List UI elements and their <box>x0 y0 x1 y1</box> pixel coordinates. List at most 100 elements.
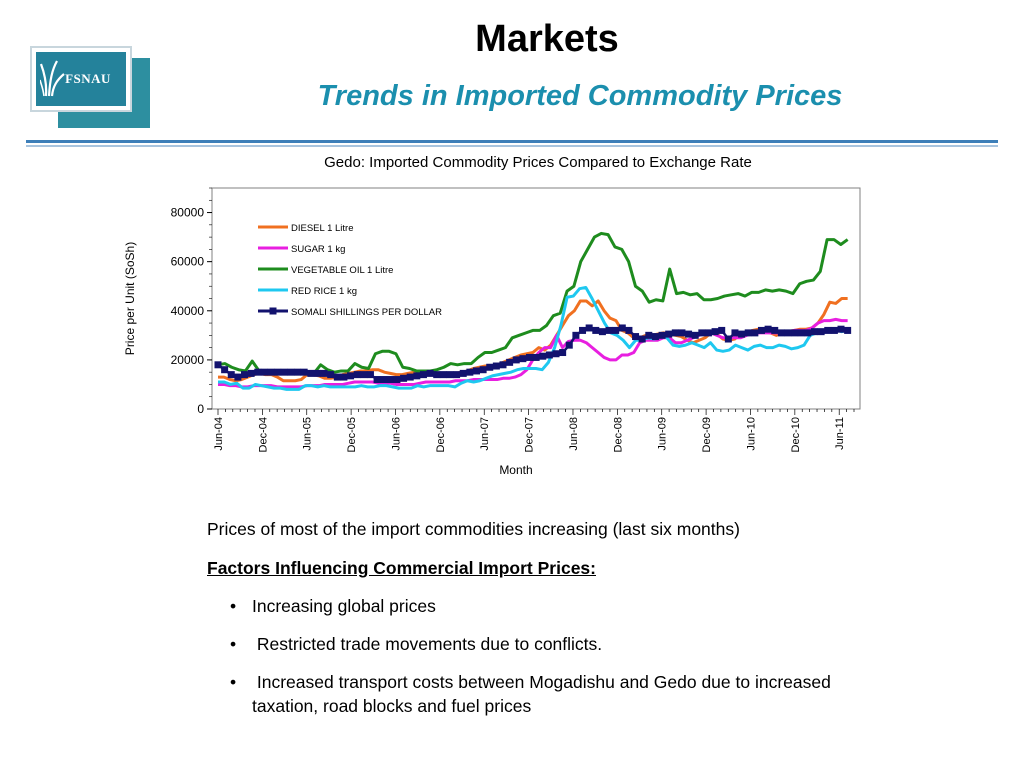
chart-title: Gedo: Imported Commodity Prices Compared… <box>324 154 752 171</box>
series-point <box>824 326 832 334</box>
series-point <box>472 367 480 375</box>
series-point <box>492 362 500 370</box>
series-point <box>320 369 328 377</box>
x-tick-label: Dec-07 <box>524 417 536 452</box>
grass-icon <box>40 60 65 97</box>
series-point <box>366 371 374 379</box>
series-point <box>479 366 487 374</box>
series-point <box>724 335 732 343</box>
x-tick-label: Dec-06 <box>435 417 447 452</box>
series-point <box>241 371 249 379</box>
x-tick-label: Jun-05 <box>302 417 314 451</box>
legend-label-2: VEGETABLE OIL 1 Litre <box>291 265 393 276</box>
series-point <box>439 371 447 379</box>
series-point <box>419 371 427 379</box>
series-point <box>287 368 295 376</box>
series-point <box>247 369 255 377</box>
series-point <box>585 324 593 332</box>
legend-label-4: SOMALI SHILLINGS PER DOLLAR <box>291 307 442 318</box>
series-point <box>731 329 739 337</box>
x-axis-title: Month <box>499 463 532 477</box>
x-tick-label: Jun-04 <box>213 417 225 451</box>
bullet-transport-costs: Increased transport costs between Mogadi… <box>252 672 836 716</box>
series-point <box>426 369 434 377</box>
series-point <box>685 330 693 338</box>
series-point <box>413 372 421 380</box>
price-trend-chart: 0 20000 40000 60000 80000 Jun-04 Dec-04 Jun-05 D… <box>123 187 861 477</box>
x-tick-label: Dec-05 <box>346 417 358 452</box>
series-point <box>552 350 560 358</box>
chart-legend: DIESEL 1 Litre SUGAR 1 kg VEGETABLE OIL 1 … <box>258 223 442 318</box>
factors-heading: Factors Influencing Commercial Import Pr… <box>207 558 596 578</box>
series-point <box>751 329 759 337</box>
series-point <box>307 369 315 377</box>
series-point <box>559 349 567 357</box>
series-point <box>691 331 699 339</box>
series-point <box>651 333 659 341</box>
series-point <box>618 324 626 332</box>
series-point <box>837 325 845 333</box>
x-tick-label: Jun-09 <box>657 417 669 451</box>
logo-text: FSNAU <box>65 71 111 86</box>
series-point <box>453 371 461 379</box>
series-point <box>526 353 534 361</box>
series-point <box>572 331 580 339</box>
series-point <box>817 328 825 336</box>
legend-label-3: RED RICE 1 kg <box>291 286 357 297</box>
series-point <box>777 329 785 337</box>
series-point <box>598 328 606 336</box>
series-point <box>545 351 553 359</box>
series-point <box>771 326 779 334</box>
header-divider <box>26 140 998 143</box>
series-point <box>658 331 666 339</box>
series-point <box>433 371 441 379</box>
logo-frame: FSNAU <box>30 46 132 112</box>
series-point <box>539 352 547 360</box>
series-point <box>360 371 368 379</box>
x-tick-label: Dec-09 <box>701 417 713 452</box>
series-point <box>254 368 262 376</box>
x-tick-label: Jun-07 <box>479 417 491 451</box>
x-tick-label: Dec-10 <box>790 417 802 452</box>
bullet-marker: • <box>230 672 237 692</box>
x-tick-label: Dec-08 <box>612 417 624 452</box>
y-axis-title: Price per Unit (SoSh) <box>123 242 137 355</box>
x-tick-label: Dec-04 <box>257 417 269 452</box>
series-point <box>333 373 341 381</box>
series-point <box>612 326 620 334</box>
x-tick-label: Jun-06 <box>390 417 402 451</box>
series-point <box>459 369 467 377</box>
legend-label-0: DIESEL 1 Litre <box>291 223 353 234</box>
series-point <box>267 368 275 376</box>
series-point <box>565 341 573 349</box>
series-point <box>221 366 229 374</box>
series-point <box>499 361 507 369</box>
series-point <box>645 331 653 339</box>
series-point <box>718 326 726 334</box>
series-point <box>797 329 805 337</box>
series-point <box>791 329 799 337</box>
series-point <box>386 376 394 384</box>
series-point <box>214 361 222 369</box>
legend-marker <box>269 307 277 315</box>
series-point <box>579 326 587 334</box>
page-title: Markets <box>475 18 619 60</box>
bullet-marker: • <box>230 596 237 616</box>
series-point <box>519 355 527 363</box>
series-point <box>486 363 494 371</box>
series-point <box>844 326 852 334</box>
series-point <box>227 371 235 379</box>
series-point <box>260 368 268 376</box>
bullet-global-prices: Increasing global prices <box>252 596 436 616</box>
series-point <box>400 374 408 382</box>
series-point <box>353 371 361 379</box>
x-tick-label: Jun-11 <box>834 417 846 450</box>
series-point <box>373 376 381 384</box>
series-point <box>757 326 765 334</box>
y-tick-label: 0 <box>197 402 204 416</box>
series-point <box>764 325 772 333</box>
logo-emblem: FSNAU <box>36 52 126 106</box>
series-point <box>446 371 454 379</box>
y-tick-label: 40000 <box>171 304 205 318</box>
header-divider-light <box>26 145 998 147</box>
